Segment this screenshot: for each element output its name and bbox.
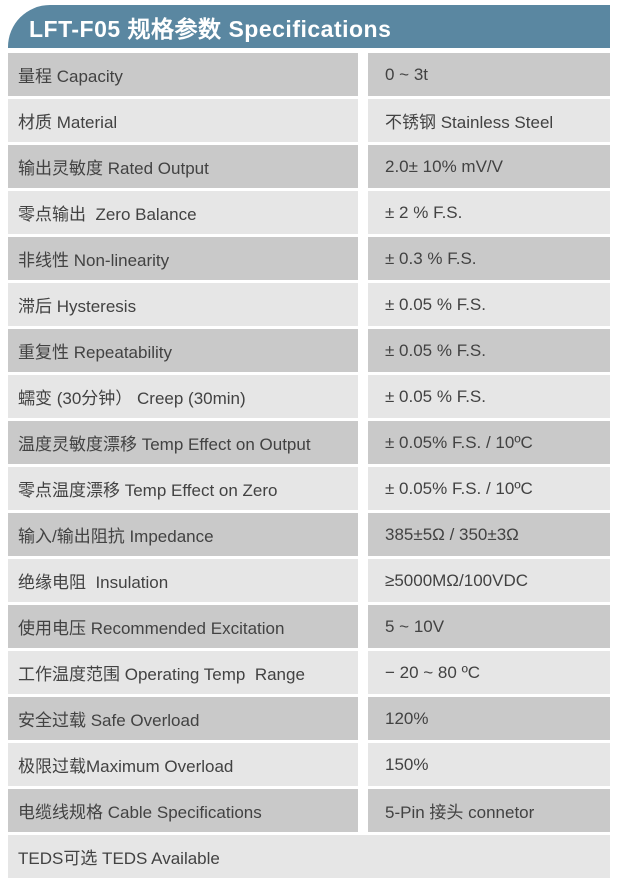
table-row: 非线性 Non-linearity ± 0.3 % F.S. — [8, 237, 610, 280]
spec-label: 工作温度范围 Operating Temp Range — [8, 651, 358, 694]
table-row: 材质 Material 不锈钢 Stainless Steel — [8, 99, 610, 142]
spec-label: 非线性 Non-linearity — [8, 237, 358, 280]
table-row: 量程 Capacity 0 ~ 3t — [8, 53, 610, 96]
spec-value: 2.0± 10% mV/V — [368, 145, 610, 188]
spec-label: 绝缘电阻 Insulation — [8, 559, 358, 602]
spec-value: ± 0.05 % F.S. — [368, 283, 610, 326]
spec-label: 输入/输出阻抗 Impedance — [8, 513, 358, 556]
spec-label: 电缆线规格 Cable Specifications — [8, 789, 358, 832]
spec-value: ± 0.05 % F.S. — [368, 329, 610, 372]
table-row: 安全过载 Safe Overload 120% — [8, 697, 610, 740]
spec-header-bar: LFT-F05 规格参数 Specifications — [8, 5, 610, 48]
spec-value: 5-Pin 接头 connetor — [368, 789, 610, 832]
spec-value: ± 0.05% F.S. / 10ºC — [368, 467, 610, 510]
spec-value: ± 2 % F.S. — [368, 191, 610, 234]
table-row: 蠕变 (30分钟） Creep (30min) ± 0.05 % F.S. — [8, 375, 610, 418]
table-row: 零点输出 Zero Balance ± 2 % F.S. — [8, 191, 610, 234]
spec-label: TEDS可选 TEDS Available — [8, 835, 610, 878]
spec-value: 不锈钢 Stainless Steel — [368, 99, 610, 142]
spec-label: 使用电压 Recommended Excitation — [8, 605, 358, 648]
spec-label: 滞后 Hysteresis — [8, 283, 358, 326]
table-row: 电缆线规格 Cable Specifications 5-Pin 接头 conne… — [8, 789, 610, 832]
page-title: LFT-F05 规格参数 Specifications — [29, 15, 392, 42]
table-row: 重复性 Repeatability ± 0.05 % F.S. — [8, 329, 610, 372]
spec-value: 0 ~ 3t — [368, 53, 610, 96]
spec-label: 蠕变 (30分钟） Creep (30min) — [8, 375, 358, 418]
table-row: 滞后 Hysteresis ± 0.05 % F.S. — [8, 283, 610, 326]
spec-label: 零点输出 Zero Balance — [8, 191, 358, 234]
spec-value: ≥5000MΩ/100VDC — [368, 559, 610, 602]
spec-label: 重复性 Repeatability — [8, 329, 358, 372]
table-row: 极限过载Maximum Overload 150% — [8, 743, 610, 786]
specifications-table: 量程 Capacity 0 ~ 3t 材质 Material 不锈钢 Stainles… — [8, 53, 610, 881]
spec-value: − 20 ~ 80 ºC — [368, 651, 610, 694]
table-row: 绝缘电阻 Insulation ≥5000MΩ/100VDC — [8, 559, 610, 602]
spec-label: 极限过载Maximum Overload — [8, 743, 358, 786]
table-row: 工作温度范围 Operating Temp Range − 20 ~ 80 ºC — [8, 651, 610, 694]
spec-label: 输出灵敏度 Rated Output — [8, 145, 358, 188]
table-row: 零点温度漂移 Temp Effect on Zero ± 0.05% F.S. /… — [8, 467, 610, 510]
table-row: 温度灵敏度漂移 Temp Effect on Output ± 0.05% F.S… — [8, 421, 610, 464]
spec-value: 385±5Ω / 350±3Ω — [368, 513, 610, 556]
spec-value: ± 0.3 % F.S. — [368, 237, 610, 280]
table-row: TEDS可选 TEDS Available — [8, 835, 610, 878]
spec-value: 150% — [368, 743, 610, 786]
spec-value: 120% — [368, 697, 610, 740]
table-row: 输入/输出阻抗 Impedance 385±5Ω / 350±3Ω — [8, 513, 610, 556]
spec-value: ± 0.05 % F.S. — [368, 375, 610, 418]
spec-value: ± 0.05% F.S. / 10ºC — [368, 421, 610, 464]
spec-label: 安全过载 Safe Overload — [8, 697, 358, 740]
spec-label: 量程 Capacity — [8, 53, 358, 96]
spec-label: 材质 Material — [8, 99, 358, 142]
table-row: 输出灵敏度 Rated Output 2.0± 10% mV/V — [8, 145, 610, 188]
spec-value: 5 ~ 10V — [368, 605, 610, 648]
table-row: 使用电压 Recommended Excitation 5 ~ 10V — [8, 605, 610, 648]
spec-label: 零点温度漂移 Temp Effect on Zero — [8, 467, 358, 510]
spec-label: 温度灵敏度漂移 Temp Effect on Output — [8, 421, 358, 464]
